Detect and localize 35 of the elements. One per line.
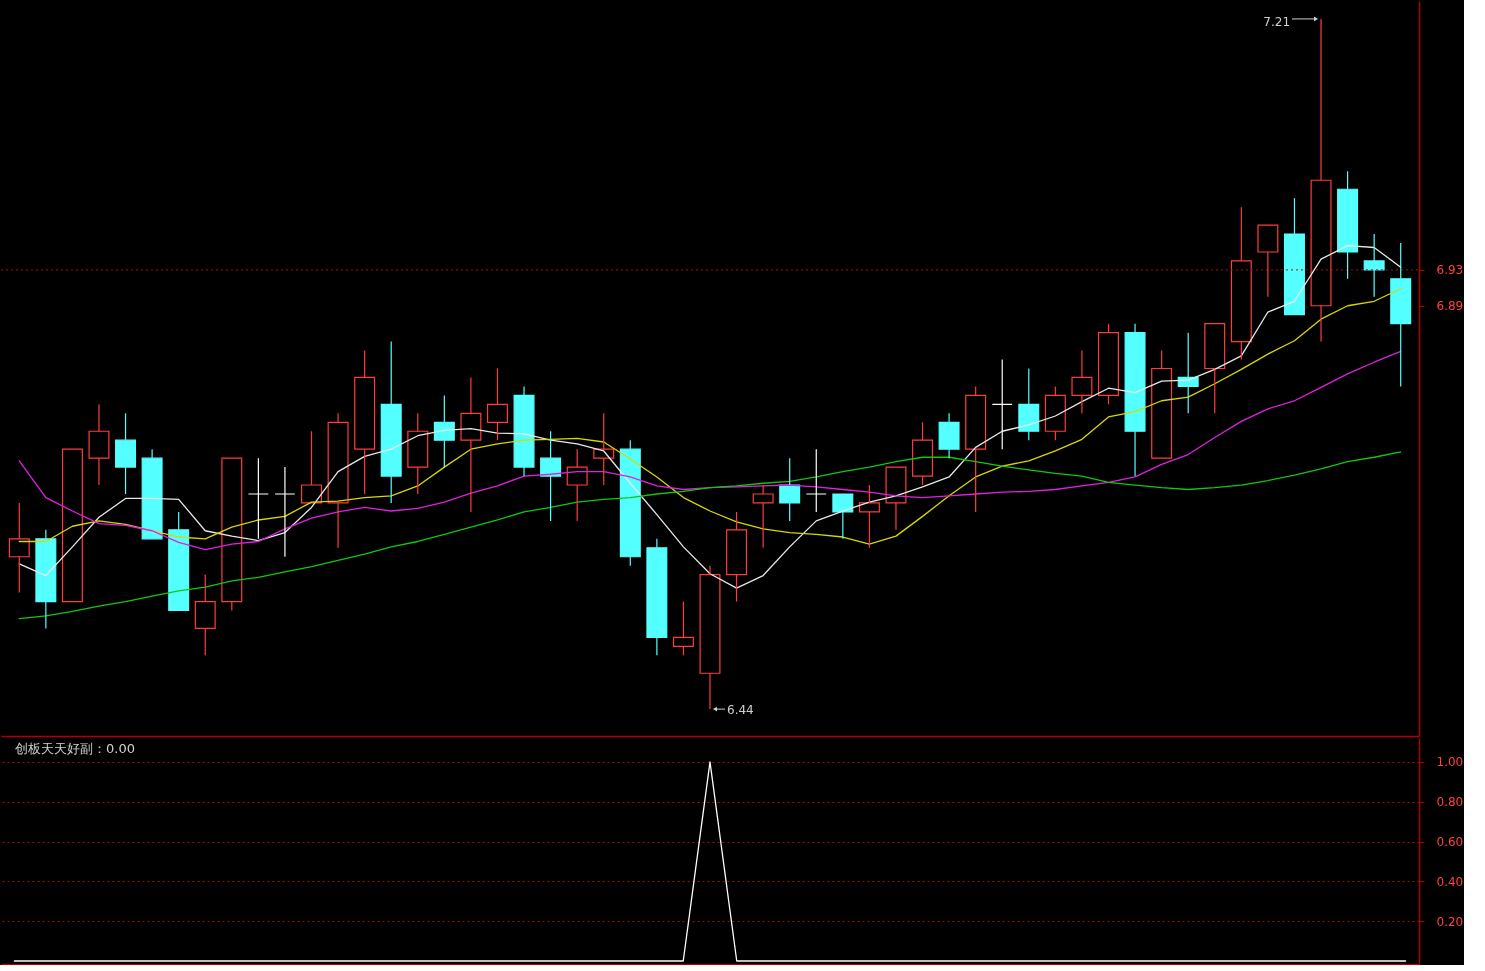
- text: 7.21: [1263, 14, 1291, 29]
- candlestick: [513, 385, 535, 477]
- candlestick: [752, 484, 774, 549]
- candlestick: [991, 358, 1013, 450]
- y-tick-label: 1.00: [1436, 755, 1464, 770]
- candlestick: [115, 412, 137, 495]
- candlestick: [88, 403, 110, 486]
- y-tick-label: 0.60: [1436, 835, 1464, 850]
- candlestick: [247, 457, 269, 540]
- candlestick: [194, 574, 216, 656]
- candlestick: [1071, 349, 1093, 414]
- y-tick-label: 6.89: [1436, 299, 1464, 314]
- candlestick: [274, 466, 296, 558]
- candlestick: [1390, 242, 1412, 388]
- candlestick: [540, 430, 562, 522]
- candlestick: [460, 376, 482, 513]
- chart-title: 创板天天好副：0.00: [15, 741, 135, 756]
- candlestick: [354, 349, 376, 495]
- y-tick-label: 0.20: [1436, 914, 1464, 929]
- candlestick: [8, 502, 30, 594]
- candlestick: [593, 412, 615, 486]
- candlestick: [433, 394, 455, 468]
- candlestick: [938, 412, 960, 459]
- line-series: [18, 451, 1402, 620]
- y-tick-label: 0.40: [1436, 874, 1464, 889]
- line-series: [18, 245, 1402, 589]
- candlestick: [380, 341, 402, 504]
- candlestick: [646, 538, 668, 656]
- candlestick: [1363, 233, 1385, 298]
- y-tick-label: 6.93: [1436, 263, 1464, 278]
- candlestick: [1124, 323, 1146, 477]
- text: 6.44: [727, 703, 754, 718]
- candlestick: [327, 412, 349, 549]
- y-tick-label: 0.80: [1436, 795, 1464, 810]
- line-series: [18, 350, 1402, 551]
